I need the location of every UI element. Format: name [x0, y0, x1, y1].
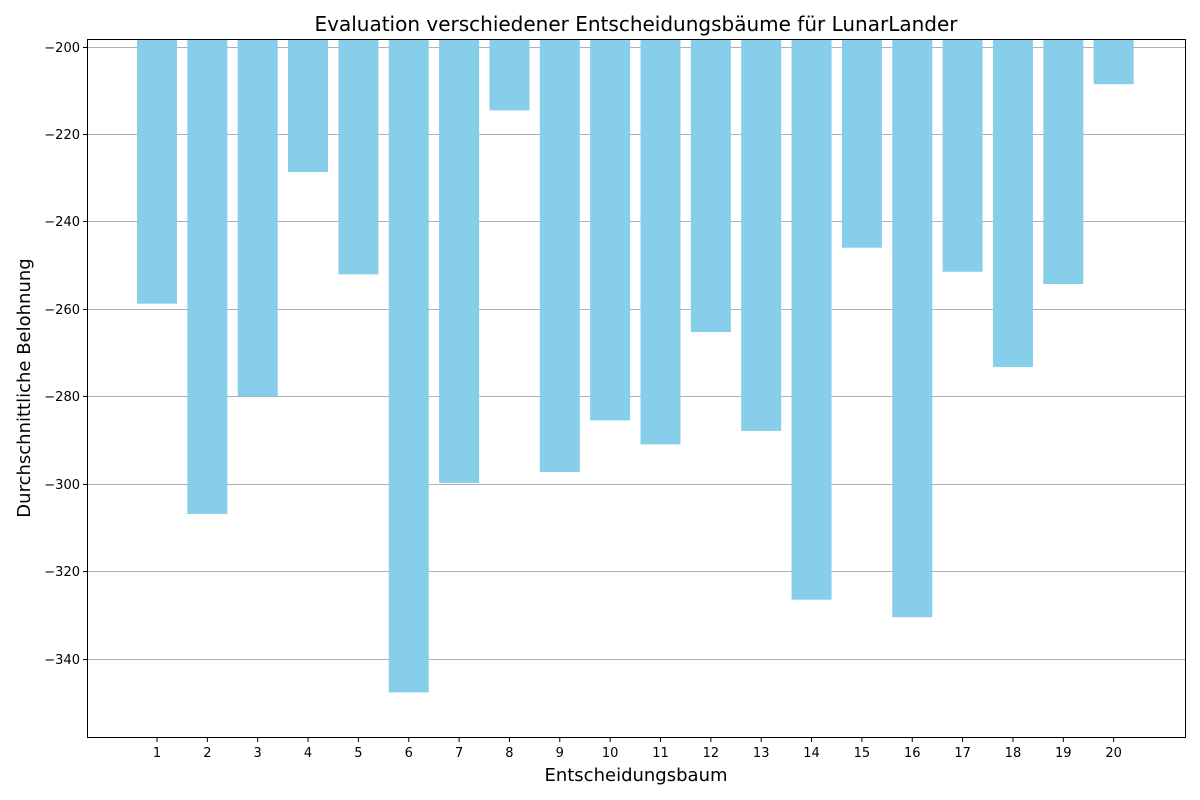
x-tick-label: 12 — [703, 746, 720, 761]
x-tick-label: 6 — [405, 746, 413, 761]
bar — [388, 40, 429, 693]
bar — [1093, 40, 1134, 85]
x-axis-ticks: 1 2 3 4 5 6 7 8 9 10 11 12 13 14 15 16 17 18 19 20 — [153, 737, 1122, 761]
y-tick-label: −240 — [44, 215, 80, 230]
x-tick-label: 17 — [954, 746, 971, 761]
bar — [741, 40, 782, 431]
x-tick-label: 18 — [1005, 746, 1022, 761]
bars — [137, 40, 1134, 693]
bar — [338, 40, 379, 275]
bar — [942, 40, 983, 272]
x-tick-label: 20 — [1105, 746, 1122, 761]
bar — [590, 40, 631, 421]
y-tick-label: −220 — [44, 128, 80, 143]
x-tick-label: 3 — [254, 746, 262, 761]
plot-frame — [87, 39, 1186, 738]
x-tick-label: 1 — [153, 746, 161, 761]
bar — [137, 40, 177, 304]
bar — [489, 40, 530, 111]
y-tick-label: −280 — [44, 390, 80, 405]
y-tick-label: −260 — [44, 303, 80, 318]
x-tick-label: 5 — [354, 746, 362, 761]
x-tick-label: 4 — [304, 746, 312, 761]
chart-title: Evaluation verschiedener Entscheidungsbä… — [314, 12, 958, 36]
bar — [640, 40, 681, 445]
x-tick-label: 15 — [854, 746, 871, 761]
x-axis-label: Entscheidungsbaum — [544, 765, 727, 786]
x-tick-label: 8 — [505, 746, 513, 761]
x-tick-label: 2 — [203, 746, 211, 761]
bar — [841, 40, 882, 248]
x-tick-label: 11 — [652, 746, 669, 761]
bar — [187, 40, 228, 514]
bar — [237, 40, 278, 397]
bar — [1043, 40, 1084, 284]
y-axis-ticks: −200 −220 −240 −260 −280 −300 −320 −340 — [44, 41, 88, 668]
x-tick-label: 9 — [556, 746, 564, 761]
y-tick-label: −300 — [44, 478, 80, 493]
x-tick-label: 16 — [904, 746, 921, 761]
y-tick-label: −340 — [44, 653, 80, 668]
x-tick-label: 13 — [753, 746, 770, 761]
bar — [539, 40, 580, 473]
x-tick-label: 7 — [455, 746, 463, 761]
bar — [690, 40, 731, 333]
x-tick-label: 19 — [1055, 746, 1072, 761]
x-tick-label: 14 — [803, 746, 820, 761]
y-tick-label: −320 — [44, 565, 80, 580]
bar — [892, 40, 933, 618]
x-tick-label: 10 — [602, 746, 619, 761]
bar — [791, 40, 832, 600]
bar — [992, 40, 1033, 368]
y-tick-label: −200 — [44, 41, 80, 56]
bar — [439, 40, 480, 483]
y-axis-label: Durchschnittliche Belohnung — [14, 258, 35, 517]
bar — [288, 40, 329, 173]
